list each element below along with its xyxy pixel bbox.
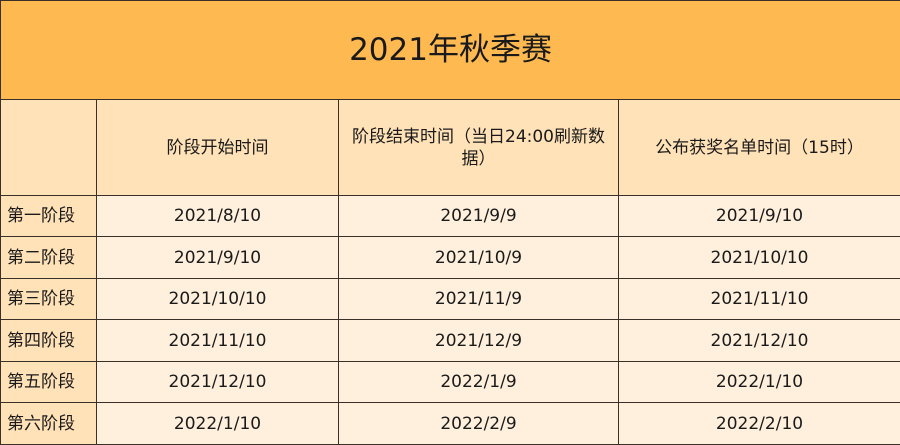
header-end: 阶段结束时间（当日24:00刷新数据） (338, 99, 619, 196)
table-body: 第一阶段 2021/8/10 2021/9/9 2021/9/10 第二阶段 2021/9… (0, 194, 900, 445)
header-announce: 公布获奖名单时间（15时） (617, 99, 900, 196)
start-date: 2022/1/10 (96, 402, 339, 445)
table-row: 第二阶段 2021/9/10 2021/10/9 2021/10/10 (0, 236, 900, 279)
table-row: 第五阶段 2021/12/10 2022/1/9 2022/1/10 (0, 360, 900, 404)
start-date: 2021/10/10 (96, 277, 339, 321)
table-row: 第一阶段 2021/8/10 2021/9/9 2021/9/10 (0, 194, 900, 238)
start-date: 2021/9/10 (96, 236, 339, 279)
end-date: 2022/2/9 (338, 402, 619, 445)
end-date: 2021/9/9 (338, 194, 619, 238)
start-date: 2021/11/10 (96, 319, 339, 362)
announce-date: 2021/9/10 (617, 194, 900, 238)
stage-label: 第四阶段 (0, 319, 97, 362)
end-date: 2022/1/9 (338, 360, 619, 404)
table-row: 第六阶段 2022/1/10 2022/2/9 2022/2/10 (0, 402, 900, 445)
stage-label: 第三阶段 (0, 277, 97, 321)
table-title: 2021年秋季赛 (0, 0, 900, 101)
start-date: 2021/12/10 (96, 360, 339, 404)
stage-label: 第五阶段 (0, 360, 97, 404)
announce-date: 2021/11/10 (617, 277, 900, 321)
announce-date: 2021/10/10 (617, 236, 900, 279)
stage-label: 第二阶段 (0, 236, 97, 279)
stage-label: 第一阶段 (0, 194, 97, 238)
end-date: 2021/11/9 (338, 277, 619, 321)
end-date: 2021/10/9 (338, 236, 619, 279)
header-empty (0, 99, 97, 196)
end-date: 2021/12/9 (338, 319, 619, 362)
stage-label: 第六阶段 (0, 402, 97, 445)
announce-date: 2022/2/10 (617, 402, 900, 445)
header-start: 阶段开始时间 (96, 99, 339, 196)
header-row: 阶段开始时间 阶段结束时间（当日24:00刷新数据） 公布获奖名单时间（15时） (0, 99, 900, 196)
start-date: 2021/8/10 (96, 194, 339, 238)
table-row: 第三阶段 2021/10/10 2021/11/9 2021/11/10 (0, 277, 900, 321)
table-row: 第四阶段 2021/11/10 2021/12/9 2021/12/10 (0, 319, 900, 362)
announce-date: 2021/12/10 (617, 319, 900, 362)
title-row: 2021年秋季赛 (0, 0, 900, 101)
announce-date: 2022/1/10 (617, 360, 900, 404)
